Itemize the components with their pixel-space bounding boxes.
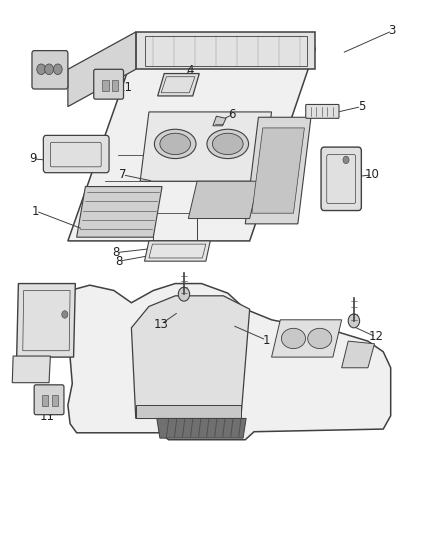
Text: 6: 6 bbox=[228, 108, 236, 121]
FancyBboxPatch shape bbox=[34, 385, 64, 415]
Text: 12: 12 bbox=[368, 330, 383, 343]
Ellipse shape bbox=[212, 133, 243, 155]
Text: 11: 11 bbox=[117, 81, 132, 94]
Polygon shape bbox=[245, 117, 311, 224]
Bar bbox=[52, 395, 58, 406]
Polygon shape bbox=[68, 48, 315, 241]
Text: 9: 9 bbox=[29, 152, 37, 165]
Circle shape bbox=[343, 156, 349, 164]
Polygon shape bbox=[252, 128, 304, 213]
FancyBboxPatch shape bbox=[43, 135, 109, 173]
Text: 5: 5 bbox=[358, 100, 365, 113]
Text: 8: 8 bbox=[113, 246, 120, 259]
Bar bbox=[102, 80, 109, 91]
Text: 12: 12 bbox=[52, 63, 67, 76]
Text: 3: 3 bbox=[389, 25, 396, 37]
Ellipse shape bbox=[207, 130, 249, 159]
Text: 1: 1 bbox=[262, 334, 270, 346]
Text: 10: 10 bbox=[24, 312, 39, 325]
Text: 10: 10 bbox=[365, 168, 380, 181]
Polygon shape bbox=[157, 418, 246, 438]
Text: 7: 7 bbox=[119, 168, 127, 181]
Polygon shape bbox=[77, 187, 162, 237]
Polygon shape bbox=[131, 296, 250, 418]
Text: 12: 12 bbox=[22, 369, 37, 382]
Ellipse shape bbox=[160, 133, 191, 155]
Text: 4: 4 bbox=[187, 64, 194, 77]
Polygon shape bbox=[188, 181, 258, 219]
Circle shape bbox=[53, 64, 62, 75]
Polygon shape bbox=[68, 32, 136, 107]
Ellipse shape bbox=[307, 328, 332, 349]
Text: 8: 8 bbox=[116, 255, 123, 268]
Circle shape bbox=[45, 64, 53, 75]
Polygon shape bbox=[64, 284, 391, 440]
Text: 13: 13 bbox=[154, 318, 169, 330]
Bar bbox=[112, 80, 118, 91]
Polygon shape bbox=[136, 32, 315, 69]
Polygon shape bbox=[17, 284, 75, 357]
Circle shape bbox=[348, 314, 360, 328]
Polygon shape bbox=[12, 356, 50, 383]
FancyBboxPatch shape bbox=[321, 147, 361, 211]
Ellipse shape bbox=[154, 130, 196, 159]
Circle shape bbox=[62, 311, 68, 318]
FancyBboxPatch shape bbox=[32, 51, 68, 89]
Ellipse shape bbox=[281, 328, 306, 349]
Polygon shape bbox=[342, 341, 374, 368]
Polygon shape bbox=[158, 74, 199, 96]
Polygon shape bbox=[213, 116, 226, 126]
FancyBboxPatch shape bbox=[306, 104, 339, 118]
FancyBboxPatch shape bbox=[94, 69, 124, 99]
Text: 1: 1 bbox=[32, 205, 40, 217]
Bar bbox=[42, 395, 48, 406]
Circle shape bbox=[37, 64, 46, 75]
Text: 11: 11 bbox=[40, 410, 55, 423]
Polygon shape bbox=[145, 241, 210, 261]
Polygon shape bbox=[140, 112, 272, 181]
Polygon shape bbox=[136, 405, 241, 418]
Circle shape bbox=[178, 287, 190, 301]
Polygon shape bbox=[272, 320, 342, 357]
